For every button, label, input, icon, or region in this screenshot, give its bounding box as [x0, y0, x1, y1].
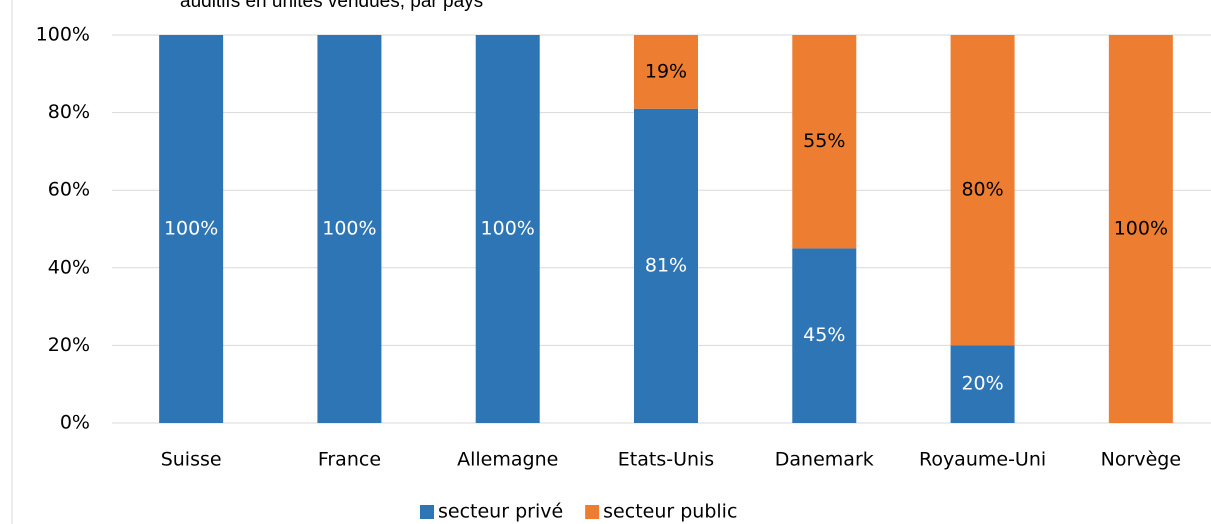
bar-segment [792, 248, 857, 423]
data-label: 45% [803, 324, 845, 346]
data-label: 19% [645, 60, 687, 82]
data-label: 55% [803, 130, 845, 152]
bar-segment [634, 35, 698, 109]
x-tick-label: Suisse [161, 449, 222, 471]
bar-segment [792, 35, 857, 249]
legend-label: secteur privé [438, 501, 563, 523]
bar-segment [1108, 35, 1173, 423]
y-tick-label: 80% [48, 101, 90, 123]
y-tick-label: 60% [48, 179, 90, 201]
x-tick-label: Norvège [1101, 449, 1181, 471]
y-tick-label: 40% [48, 256, 90, 278]
legend-swatch [420, 505, 434, 519]
data-label: 81% [645, 254, 687, 276]
bar-segment [950, 35, 1015, 346]
bar-segment [475, 35, 540, 423]
data-label: 20% [961, 373, 1003, 395]
bar-segment [317, 35, 382, 423]
x-tick-label: Allemagne [457, 449, 558, 471]
y-tick-label: 0% [60, 412, 90, 434]
legend-label: secteur public [603, 501, 737, 523]
chart-title: auditifs en unités vendues, par pays [180, 0, 483, 12]
y-tick-label: 100% [36, 24, 90, 46]
data-label: 100% [481, 218, 535, 240]
data-label: 100% [322, 218, 376, 240]
x-tick-label: Royaume-Uni [919, 449, 1046, 471]
data-label: 80% [961, 179, 1003, 201]
y-tick-label: 20% [48, 334, 90, 356]
bar-segment [159, 35, 224, 423]
x-tick-label: Danemark [775, 449, 874, 471]
bar-segment [950, 345, 1015, 423]
bar-segment [634, 108, 698, 423]
data-label: 100% [1114, 218, 1168, 240]
x-tick-label: France [318, 449, 381, 471]
data-label: 100% [164, 218, 218, 240]
legend-swatch [585, 505, 600, 519]
x-tick-label: Etats-Unis [618, 449, 714, 471]
